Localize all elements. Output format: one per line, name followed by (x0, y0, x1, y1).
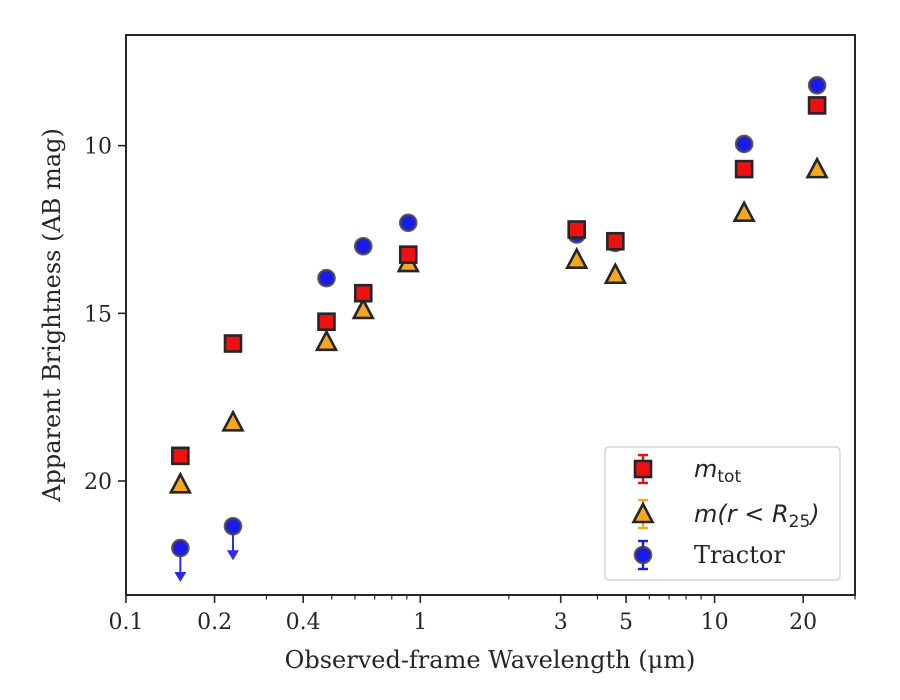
series-square (171, 96, 827, 466)
data-point (168, 471, 193, 494)
legend: mtot m(r < R25) Tractor (604, 446, 841, 581)
data-point (398, 245, 418, 264)
data-point (353, 236, 373, 256)
y-tick-label: 15 (84, 302, 112, 327)
x-tick-label: 20 (789, 610, 817, 635)
legend-marker-triangle (631, 501, 655, 524)
y-tick-label: 10 (84, 135, 112, 160)
data-point (223, 516, 243, 536)
data-point (807, 96, 827, 115)
data-point (734, 159, 754, 179)
data-point (734, 134, 754, 154)
x-tick-label: 0.2 (197, 610, 232, 635)
x-tick-label: 5 (619, 610, 633, 635)
legend-marker-circle (633, 545, 653, 565)
y-tick-label: 20 (84, 470, 112, 495)
data-point (351, 297, 375, 320)
x-tick-label: 0.4 (286, 610, 321, 635)
upper-limit-arrow-head (174, 572, 187, 583)
legend-label: mtot (694, 455, 741, 487)
data-point (807, 75, 827, 95)
legend-box (604, 446, 841, 581)
data-point (606, 231, 625, 251)
data-point (221, 409, 245, 432)
legend-label: Tractor (694, 541, 785, 569)
data-point (317, 312, 336, 332)
data-point (805, 156, 829, 179)
axes-frame (125, 34, 856, 596)
x-tick-label: 3 (554, 610, 568, 635)
data-point (398, 213, 418, 233)
data-point (732, 199, 756, 223)
upper-limit-arrow-head (227, 550, 240, 561)
x-axis-label: Observed-frame Wavelength (μm) (285, 646, 696, 674)
data-point (317, 268, 336, 288)
data-point (565, 246, 589, 269)
axis-ticks: 0.1 0.2 0.4 1 3 5 10 20 10 15 20 (84, 135, 856, 635)
data-point (171, 446, 190, 466)
x-tick-label: 1 (413, 610, 427, 635)
y-axis-label: Apparent Brightness (AB mag) (38, 128, 66, 503)
data-point (223, 334, 243, 353)
data-point (353, 283, 373, 303)
legend-label: m(r < R25) (694, 500, 820, 532)
data-point (314, 329, 339, 352)
x-tick-label: 10 (701, 610, 729, 635)
plot-area (125, 34, 856, 596)
series-triangle (168, 156, 829, 494)
x-tick-label: 0.1 (109, 610, 144, 635)
data-point (567, 220, 587, 239)
data-point (171, 538, 190, 558)
legend-marker-square (633, 459, 653, 479)
data-point (603, 261, 627, 285)
